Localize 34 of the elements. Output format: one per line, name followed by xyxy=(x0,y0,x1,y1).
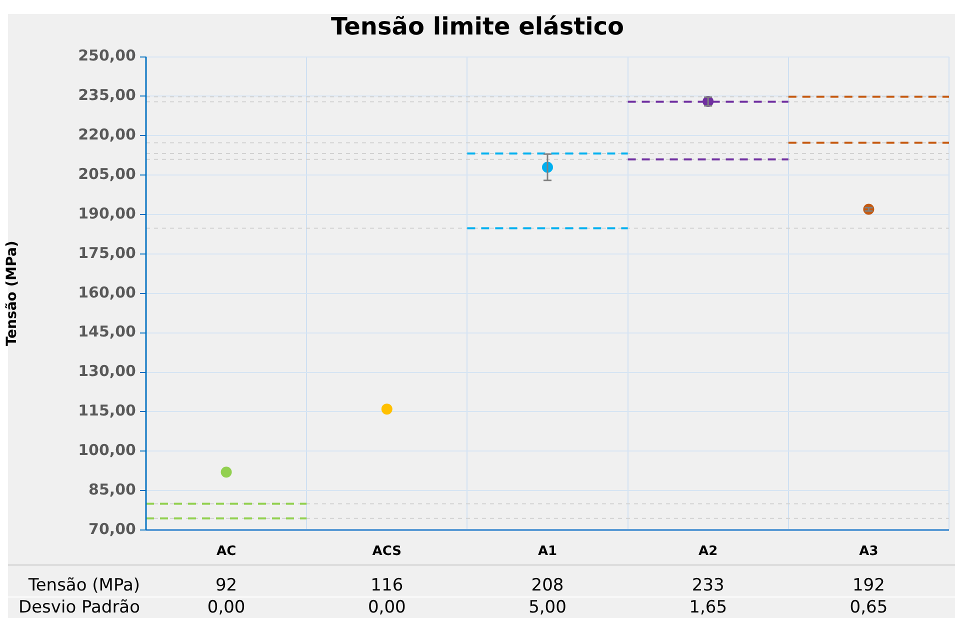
point xyxy=(220,466,232,478)
y-tick-label: 160,00 xyxy=(78,283,136,302)
y-tick-label: 130,00 xyxy=(78,362,136,380)
text: Tensão (MPa) xyxy=(27,575,140,596)
y-tick-label: 250,00 xyxy=(78,46,136,65)
text: 0,00 xyxy=(207,597,246,618)
text: 0,00 xyxy=(368,597,406,618)
data-label: 92 xyxy=(215,575,238,596)
text: 0,65 xyxy=(850,597,888,618)
y-tick-label: 235,00 xyxy=(78,86,136,104)
y-tick-label: 70,00 xyxy=(88,520,136,538)
data-label: 208 xyxy=(531,575,564,596)
y-tick-label: 190,00 xyxy=(78,204,136,222)
x-tick-label: ACS xyxy=(372,544,402,560)
y-tick-label: 205,00 xyxy=(78,164,136,183)
y-tick-label: 115,00 xyxy=(78,402,136,420)
data-label: 233 xyxy=(692,575,724,596)
x-tick-label: AC xyxy=(216,544,236,560)
x-tick-label: A1 xyxy=(538,544,558,560)
y-tick-label: 145,00 xyxy=(78,322,136,341)
y-tick-label: 220,00 xyxy=(78,126,136,144)
x-tick-label: A2 xyxy=(698,544,718,560)
y-axis-title: Tensão (MPa) xyxy=(4,240,20,346)
data-label: 116 xyxy=(370,575,404,596)
x-tick-label: A3 xyxy=(859,544,878,560)
y-tick-label: 85,00 xyxy=(88,480,136,498)
y-tick-label: 100,00 xyxy=(78,441,136,460)
text: 1,65 xyxy=(689,597,728,618)
data-label: 192 xyxy=(852,575,885,596)
text: 5,00 xyxy=(528,597,566,618)
text: Desvio Padrão xyxy=(18,597,140,618)
chart-title: Tensão limite elástico xyxy=(330,12,624,41)
point xyxy=(381,404,392,415)
y-tick-label: 175,00 xyxy=(78,244,136,262)
